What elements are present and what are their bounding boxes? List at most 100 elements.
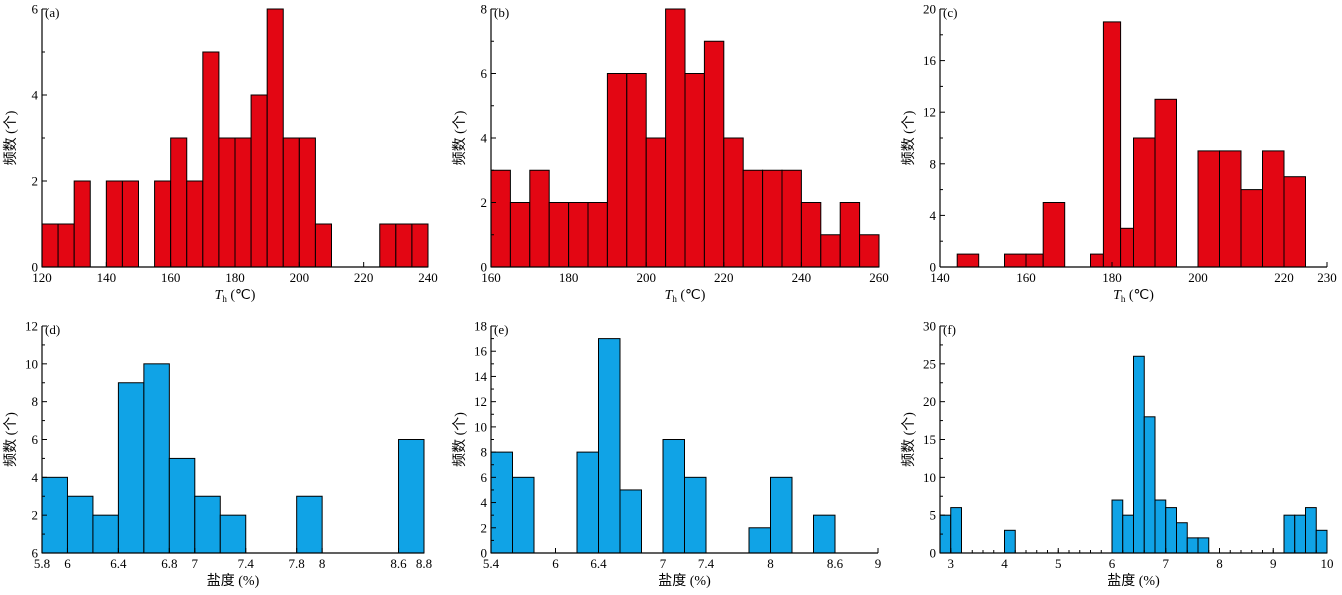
x-tick-label-e: 7.4 xyxy=(698,556,715,571)
bar-a-6 xyxy=(170,137,188,268)
panel-label-f: (f) xyxy=(943,322,956,337)
y-tick-label-d: 10 xyxy=(25,356,38,371)
y-tick-label-f: 25 xyxy=(923,356,936,371)
bar-e-6 xyxy=(684,476,707,554)
x-tick-label-d: 8.8 xyxy=(416,556,432,571)
x-tick-label-a: 140 xyxy=(97,270,117,285)
chart-panel-c: 140 160 180 200 220 230 0 4 8 12 16 20 (c) Th (℃) 频数 (… xyxy=(901,2,1337,305)
bar-a-16 xyxy=(379,223,397,268)
bar-a-12 xyxy=(266,8,284,268)
y-tick-label-d: 2 xyxy=(32,508,39,523)
panel-label-b: (b) xyxy=(494,5,509,20)
x-tick-label-f: 5 xyxy=(1055,556,1062,571)
y-tick-label-e: 10 xyxy=(474,419,487,434)
bar-b-2 xyxy=(529,169,550,268)
bar-b-17 xyxy=(820,234,841,268)
x-tick-label-f: 3 xyxy=(948,556,955,571)
y-axis-title-a: 频数 (个) xyxy=(3,110,19,165)
y-tick-label-f: 5 xyxy=(930,508,937,523)
y-tick-label-d: 4 xyxy=(32,470,39,485)
bar-c-9 xyxy=(1197,150,1220,268)
x-tick-label-e: 5.4 xyxy=(483,556,500,571)
bar-b-4 xyxy=(568,202,589,268)
x-tick-label-b: 260 xyxy=(869,270,889,285)
bar-f-11 xyxy=(1197,537,1210,554)
chart-panel-a: 120 140 160 180 200 220 240 0 2 4 6 (a) Th (℃) 频数 (个) xyxy=(3,2,438,305)
bar-c-12 xyxy=(1262,150,1285,268)
bar-a-8 xyxy=(202,51,220,268)
bar-c-3 xyxy=(1042,202,1066,268)
bar-d-8 xyxy=(296,495,323,554)
x-axis-title-c: Th (℃) xyxy=(1113,288,1154,304)
bar-c-8 xyxy=(1154,98,1177,268)
bar-b-1 xyxy=(509,202,531,268)
panel-label-a: (a) xyxy=(45,5,59,20)
y-tick-label-e: 2 xyxy=(481,520,488,535)
y-tick-label-a: 4 xyxy=(32,88,39,103)
bar-f-4 xyxy=(1122,514,1134,554)
bar-d-6 xyxy=(194,495,221,554)
x-tick-label-b: 240 xyxy=(792,270,812,285)
bar-f-15 xyxy=(1315,529,1328,554)
bar-d-2 xyxy=(92,514,119,554)
bar-e-3 xyxy=(598,338,621,554)
chart-panel-b: 160 180 200 220 240 260 0 2 4 6 8 (b) Th (℃) 频数 (个) xyxy=(452,2,889,305)
y-tick-label-c: 4 xyxy=(930,208,937,223)
y-tick-label-d: 6 xyxy=(32,546,39,561)
x-tick-label-a: 160 xyxy=(161,270,181,285)
bar-e-4 xyxy=(619,489,642,554)
y-tick-label-c: 12 xyxy=(923,105,936,120)
bar-e-7 xyxy=(748,527,771,554)
y-tick-label-f: 10 xyxy=(923,470,936,485)
y-tick-label-d: 12 xyxy=(25,319,38,334)
bar-a-1 xyxy=(57,223,75,268)
x-tick-label-d: 7.4 xyxy=(238,556,255,571)
y-tick-label-b: 0 xyxy=(481,260,488,275)
bar-f-12 xyxy=(1283,514,1296,554)
bar-b-7 xyxy=(626,73,647,268)
bar-b-10 xyxy=(684,73,705,268)
y-tick-label-a: 0 xyxy=(32,260,39,275)
x-tick-label-f: 10 xyxy=(1321,556,1334,571)
bar-c-2 xyxy=(1025,253,1044,268)
x-tick-label-d: 8.6 xyxy=(390,556,407,571)
x-tick-label-b: 200 xyxy=(636,270,656,285)
y-tick-label-b: 4 xyxy=(481,131,488,146)
bar-a-13 xyxy=(282,137,300,268)
bar-c-6 xyxy=(1120,227,1134,268)
x-tick-label-f: 8 xyxy=(1216,556,1223,571)
bar-a-5 xyxy=(154,180,172,268)
x-tick-label-e: 7 xyxy=(660,556,667,571)
y-tick-label-b: 8 xyxy=(481,2,488,17)
y-tick-label-e: 4 xyxy=(481,495,488,510)
x-tick-label-c: 160 xyxy=(1016,270,1036,285)
bar-e-5 xyxy=(662,439,685,554)
bar-c-7 xyxy=(1133,137,1156,268)
bar-f-1 xyxy=(950,507,962,554)
bar-e-8 xyxy=(770,476,793,554)
bar-b-18 xyxy=(839,202,861,268)
bar-f-6 xyxy=(1143,416,1156,554)
y-axis-title-c: 频数 (个) xyxy=(901,110,917,165)
bar-b-14 xyxy=(762,169,783,268)
y-tick-label-d: 8 xyxy=(32,394,39,409)
y-tick-label-e: 18 xyxy=(474,319,487,334)
y-tick-label-e: 0 xyxy=(481,546,488,561)
y-tick-label-f: 0 xyxy=(930,546,937,561)
bar-f-3 xyxy=(1111,499,1124,554)
x-tick-label-a: 220 xyxy=(354,270,374,285)
bar-b-3 xyxy=(548,202,570,268)
y-tick-label-e: 6 xyxy=(481,470,488,485)
y-axis-title-f: 频数 (个) xyxy=(901,412,917,467)
bar-b-19 xyxy=(859,234,880,268)
y-tick-label-d: 6 xyxy=(32,432,39,447)
bar-e-9 xyxy=(813,514,836,554)
y-tick-label-e: 8 xyxy=(481,445,488,460)
y-tick-label-e: 12 xyxy=(474,394,487,409)
y-tick-label-c: 8 xyxy=(930,156,937,171)
x-axis-title-b: Th (℃) xyxy=(665,288,706,304)
y-tick-label-c: 16 xyxy=(923,53,937,68)
y-tick-label-f: 30 xyxy=(923,319,936,334)
bar-a-15 xyxy=(314,223,333,268)
bar-c-11 xyxy=(1240,189,1263,268)
